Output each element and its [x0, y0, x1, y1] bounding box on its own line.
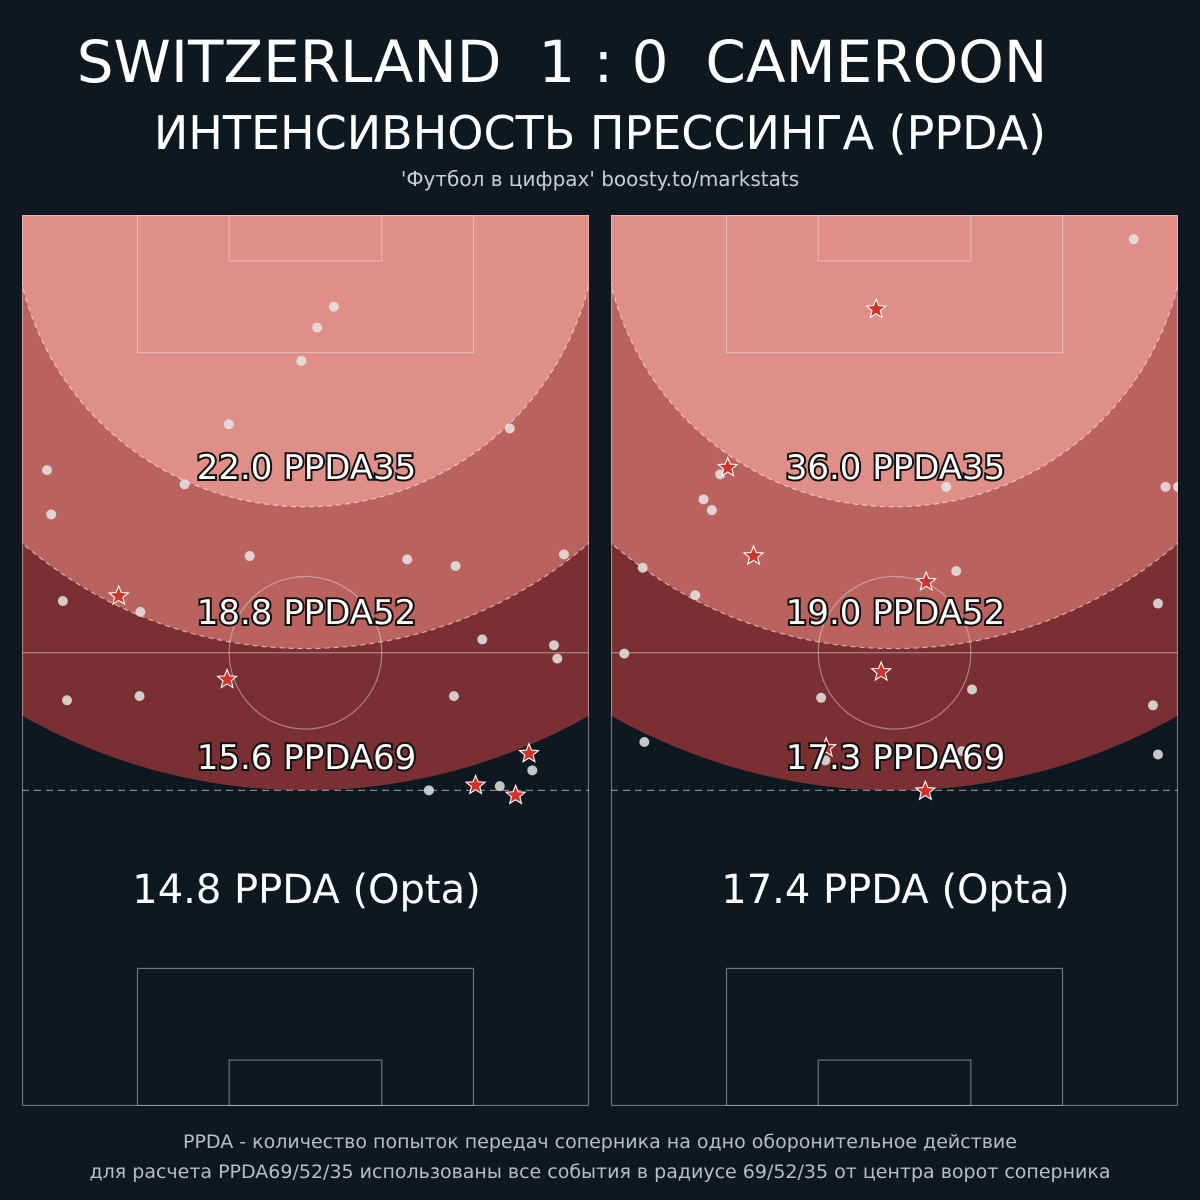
- pass-point: [527, 765, 538, 776]
- defensive-action-star: [870, 660, 893, 682]
- pass-point: [296, 355, 307, 366]
- pass-point: [690, 590, 701, 601]
- defensive-action-star: [742, 544, 765, 566]
- pass-point: [57, 596, 68, 607]
- credit-text: 'Футбол в цифрах' boosty.to/markstats: [400, 167, 800, 191]
- ppda35-label: 22.0 PPDA35: [197, 448, 417, 488]
- pass-point: [179, 479, 190, 490]
- center-circle: [228, 575, 383, 730]
- opta-ppda-label: 14.8 PPDA (Opta): [132, 867, 480, 913]
- pass-point: [46, 509, 57, 520]
- pass-point: [698, 494, 709, 505]
- pass-point: [223, 419, 234, 430]
- ppda35-label: 36.0 PPDA35: [786, 448, 1006, 488]
- penalty-box-bottom: [136, 967, 475, 1106]
- pitch-switzerland: 22.0 PPDA35 18.8 PPDA52 15.6 PPDA69 14.8 PP…: [22, 215, 589, 1106]
- pitch-svg: 36.0 PPDA35 19.0 PPDA52 17.3 PPDA69 17.4 PP…: [611, 215, 1178, 1106]
- pass-point: [134, 691, 145, 702]
- pass-point: [951, 566, 962, 577]
- pass-point: [1152, 749, 1163, 760]
- goal-box-top: [817, 215, 972, 262]
- defensive-action-star: [865, 297, 888, 319]
- footer-definition: PPDA - количество попыток передач соперн…: [183, 1131, 1017, 1153]
- pass-point: [135, 606, 146, 617]
- pass-point: [402, 554, 413, 565]
- opta-ppda-label: 17.4 PPDA (Opta): [721, 867, 1069, 913]
- goal-box-top: [228, 215, 383, 262]
- pitch-outline: [611, 215, 1178, 1106]
- ppda52-label: 19.0 PPDA52: [786, 593, 1006, 633]
- ppda69-label: 15.6 PPDA69: [197, 738, 417, 778]
- defensive-action-star: [915, 570, 938, 592]
- defensive-action-star: [518, 742, 540, 763]
- penalty-box-top: [136, 215, 475, 354]
- penalty-box-bottom: [725, 967, 1064, 1106]
- pass-point: [706, 505, 717, 516]
- pass-point: [957, 746, 968, 757]
- pass-point: [1152, 598, 1163, 609]
- pass-point: [1173, 481, 1178, 492]
- pitch-outline: [22, 215, 589, 1106]
- pass-point: [42, 465, 53, 476]
- center-circle: [817, 575, 972, 730]
- footer-method: для расчета PPDA69/52/35 использованы вс…: [89, 1161, 1111, 1183]
- pass-point: [450, 561, 461, 572]
- defensive-action-star: [815, 736, 838, 758]
- pass-point: [637, 562, 648, 573]
- chart-subtitle: ИНТЕНСИВНОСТЬ ПРЕССИНГА (PPDA): [153, 106, 1047, 160]
- defensive-action-star: [914, 779, 937, 801]
- ppda52-label: 18.8 PPDA52: [197, 593, 417, 633]
- goal-box-bottom: [817, 1059, 972, 1106]
- pass-point: [1160, 481, 1171, 492]
- defensive-action-star: [216, 667, 239, 689]
- pass-point: [816, 692, 827, 703]
- pass-point: [477, 634, 488, 645]
- pass-point: [558, 549, 569, 560]
- zone-35: [611, 215, 1178, 508]
- defensive-action-star: [504, 783, 527, 805]
- pitch-svg: 22.0 PPDA35 18.8 PPDA52 15.6 PPDA69 14.8 PP…: [22, 215, 589, 1106]
- pass-point: [448, 691, 459, 702]
- goal-box-bottom: [228, 1059, 383, 1106]
- pass-point: [820, 755, 831, 766]
- pass-point: [423, 785, 434, 796]
- pass-point: [244, 551, 255, 562]
- defensive-action-star: [107, 584, 130, 606]
- pass-point: [494, 781, 505, 792]
- penalty-box-top: [725, 215, 1064, 354]
- pass-point: [941, 481, 952, 492]
- pass-point: [312, 322, 323, 333]
- defensive-action-star: [716, 456, 739, 477]
- pass-point: [328, 301, 339, 312]
- pass-point: [639, 736, 650, 747]
- pass-point: [1147, 700, 1158, 711]
- pass-point: [504, 423, 515, 434]
- pass-point: [1128, 234, 1139, 245]
- pass-point: [552, 653, 563, 664]
- ppda69-label: 17.3 PPDA69: [786, 738, 1006, 778]
- pass-point: [967, 684, 978, 695]
- pass-point: [62, 695, 73, 706]
- pass-point: [619, 648, 630, 659]
- defensive-action-star: [464, 773, 487, 795]
- pass-point: [548, 640, 559, 651]
- match-title: SWITZERLAND 1 : 0 CAMEROON: [76, 28, 1048, 96]
- pitch-cameroon: 36.0 PPDA35 19.0 PPDA52 17.3 PPDA69 17.4 PP…: [611, 215, 1178, 1106]
